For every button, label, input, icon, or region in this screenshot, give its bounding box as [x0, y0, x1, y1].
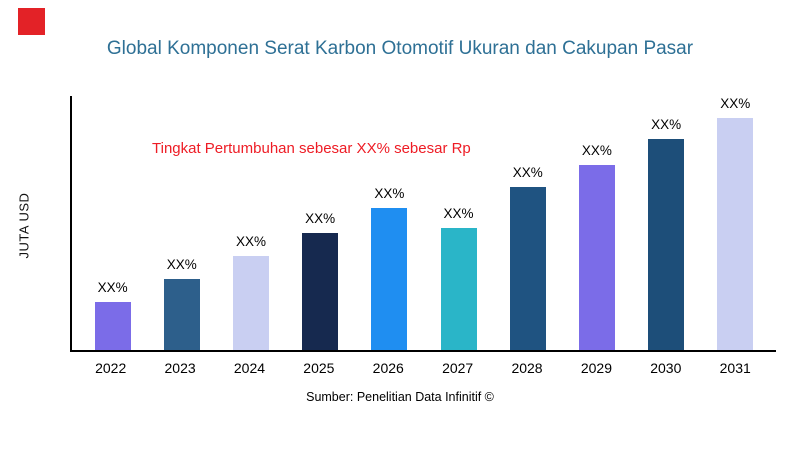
- bar-group: XX%: [493, 96, 562, 350]
- bar: [371, 207, 408, 350]
- x-tick-label: 2025: [303, 360, 335, 376]
- x-tick-label: 2024: [233, 360, 266, 376]
- source-caption: Sumber: Penelitian Data Infinitif ©: [306, 390, 494, 404]
- x-tick-label: 2026: [372, 360, 404, 376]
- bar: [163, 278, 200, 350]
- x-tick-label: 2030: [650, 360, 682, 376]
- bar-group: XX%: [286, 96, 355, 350]
- bar-value-label: XX%: [235, 234, 266, 250]
- bar: [717, 118, 754, 350]
- y-axis-label: JUTA USD: [16, 192, 32, 259]
- bar-group: XX%: [78, 96, 147, 350]
- bar-value-label: XX%: [512, 165, 543, 181]
- bar-value-label: XX%: [720, 96, 751, 111]
- bar-group: XX%: [632, 96, 701, 350]
- x-tick-label: 2023: [164, 360, 196, 376]
- bar: [440, 228, 477, 350]
- bar-group: XX%: [355, 96, 424, 350]
- bar-group: XX%: [147, 96, 216, 350]
- bar: [578, 164, 615, 350]
- bar: [232, 256, 269, 350]
- x-tick-label: 2028: [511, 360, 543, 376]
- bar-value-label: XX%: [166, 256, 197, 272]
- bar-group: XX%: [216, 96, 285, 350]
- bar-group: XX%: [424, 96, 493, 350]
- x-axis-tick-labels: 2022 2023 2024 2025 2026 2027 2028 2029 2030 2031: [70, 360, 776, 376]
- plot-area: XX% XX% XX% XX% XX% XX% XX% XX% XX% XX% Tingkat P…: [70, 96, 776, 352]
- bar: [509, 187, 546, 350]
- x-tick-label: 2031: [719, 360, 751, 376]
- chart-title: Global Komponen Serat Karbon Otomotif Uk…: [106, 38, 694, 59]
- x-tick-label: 2022: [95, 360, 127, 376]
- bar-value-label: XX%: [305, 211, 336, 227]
- bar: [302, 233, 339, 350]
- bar-value-label: XX%: [374, 185, 405, 201]
- x-tick-label: 2029: [580, 360, 612, 376]
- brand-logo: [18, 8, 45, 35]
- bar-group: XX%: [562, 96, 631, 350]
- x-tick-label: 2027: [442, 360, 474, 376]
- growth-annotation: Tingkat Pertumbuhan sebesar XX% sebesar …: [152, 140, 471, 157]
- bar-value-label: XX%: [443, 206, 474, 222]
- bar-series: XX% XX% XX% XX% XX% XX% XX% XX% XX% XX%: [72, 96, 776, 350]
- bar-value-label: XX%: [97, 279, 128, 295]
- bar-group: XX%: [701, 96, 770, 350]
- bar-value-label: XX%: [651, 117, 682, 133]
- bar: [94, 301, 131, 350]
- bar-value-label: XX%: [581, 142, 612, 158]
- bar: [648, 139, 685, 350]
